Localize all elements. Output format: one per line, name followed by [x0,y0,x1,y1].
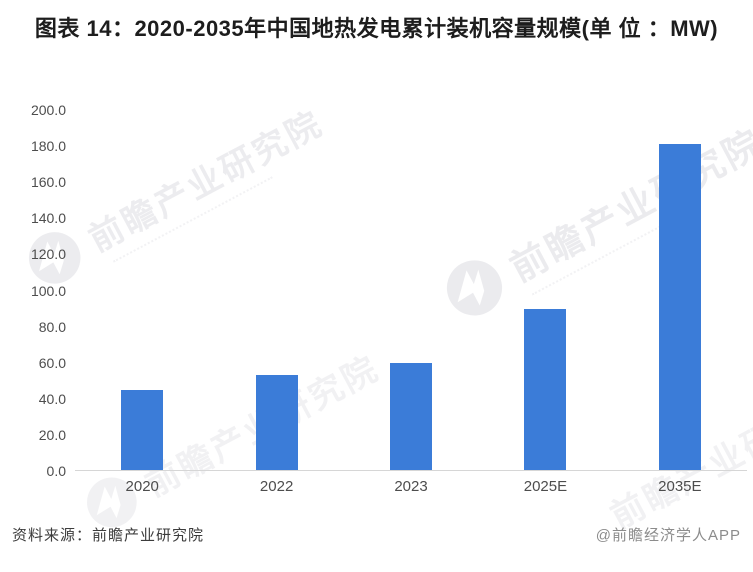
y-tick-label: 0.0 [46,463,66,479]
x-tick-label-2035E: 2035E [658,478,702,495]
bar-slot [478,110,612,471]
x-tick-label-2023: 2023 [394,478,428,495]
x-tick-label-2025E: 2025E [523,478,568,495]
bar-slot [75,110,209,471]
bar-slot [613,110,747,471]
plot-area [75,110,747,471]
y-tick-label: 180.0 [30,138,66,155]
bar-slot [344,110,478,471]
y-tick-label: 160.0 [30,174,66,191]
y-tick-label: 120.0 [30,246,66,263]
bar-2022 [255,375,298,471]
bar-2020 [121,389,164,471]
y-tick-label: 200.0 [30,102,66,118]
y-tick-label: 80.0 [38,318,66,335]
credit-note: @前瞻经济学人APP [595,527,741,544]
x-axis-line [75,470,747,471]
bar-2025E [524,308,567,471]
y-tick-label: 100.0 [30,282,66,299]
y-tick-label: 20.0 [38,426,66,443]
y-tick-label: 40.0 [38,390,66,407]
bar-2035E [658,144,701,471]
y-axis: 200.0 180.0 160.0 140.0 120.0 100.0 80.0 60.0 40… [0,0,66,572]
x-tick-label-2020: 2020 [125,478,159,495]
source-note: 资料来源：前瞻产业研究院 [12,527,205,544]
y-tick-label: 140.0 [30,210,66,227]
footer: 资料来源：前瞻产业研究院 @前瞻经济学人APP [12,524,741,545]
x-tick-label-2022: 2022 [259,478,294,495]
x-axis-labels: 2020 2022 2023 2025E 2035E [75,478,747,495]
bar-2023 [390,362,433,471]
y-tick-label: 60.0 [38,354,66,371]
chart-title: 图表 14：2020-2035年中国地热发电累计装机容量规模(单 位 ：MW) [34,16,719,41]
bar-slot [209,110,343,471]
